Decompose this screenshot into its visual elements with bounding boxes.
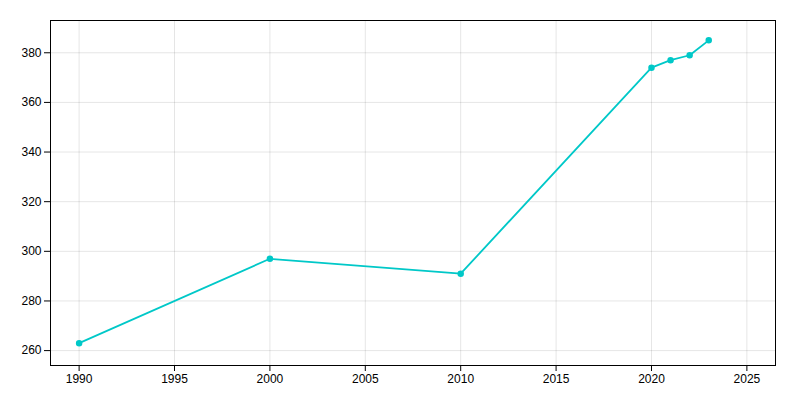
svg-text:2005: 2005 <box>352 372 379 386</box>
svg-text:1995: 1995 <box>161 372 188 386</box>
svg-text:2025: 2025 <box>734 372 761 386</box>
svg-text:340: 340 <box>21 145 41 159</box>
svg-text:2020: 2020 <box>638 372 665 386</box>
svg-text:320: 320 <box>21 195 41 209</box>
svg-text:2010: 2010 <box>447 372 474 386</box>
svg-text:260: 260 <box>21 343 41 357</box>
svg-text:2015: 2015 <box>543 372 570 386</box>
svg-text:380: 380 <box>21 46 41 60</box>
svg-text:2000: 2000 <box>257 372 284 386</box>
svg-text:1990: 1990 <box>66 372 93 386</box>
svg-text:360: 360 <box>21 95 41 109</box>
svg-text:280: 280 <box>21 294 41 308</box>
svg-text:300: 300 <box>21 244 41 258</box>
